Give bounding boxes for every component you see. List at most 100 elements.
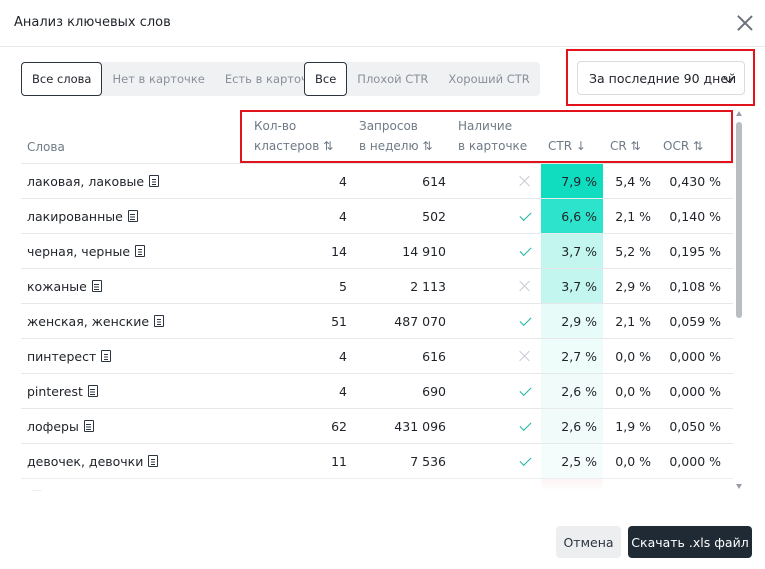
row-in-card — [511, 374, 539, 408]
cancel-button[interactable]: Отмена — [556, 526, 621, 558]
row-word: женская, женские — [27, 304, 165, 338]
scroll-up-icon[interactable] — [736, 111, 742, 116]
row-clusters: 4 — [339, 383, 347, 399]
document-icon[interactable] — [83, 420, 94, 432]
header-queries-line1: Запросов — [359, 119, 418, 133]
filter-ctr-all[interactable]: Все — [304, 62, 348, 96]
dialog-header: Анализ ключевых слов — [0, 0, 765, 47]
header-word[interactable]: Слова — [27, 140, 65, 154]
row-queries: 7 536 — [410, 453, 446, 469]
row-queries: 616 — [422, 348, 446, 364]
row-cr: 2,9 % — [615, 278, 651, 294]
row-cr: 2,1 % — [615, 208, 651, 224]
row-ctr: 6,6 % — [541, 199, 603, 233]
scroll-down-icon[interactable] — [736, 484, 742, 489]
filter-not-in-card[interactable]: Нет в карточке — [112, 72, 205, 86]
row-ocr: 0,000 % — [669, 383, 721, 399]
row-word-text: кожаные — [27, 278, 87, 294]
table-row: кожаные 5 2 113 3,7 % 2,9 % 0,108 % — [21, 269, 733, 304]
row-clusters: 4 — [339, 348, 347, 364]
row-ctr: 3,7 % — [541, 234, 603, 268]
filter-all-words[interactable]: Все слова — [21, 62, 103, 96]
document-icon[interactable] — [148, 455, 159, 467]
document-icon[interactable] — [101, 350, 112, 362]
document-icon[interactable] — [135, 245, 146, 257]
scrollbar-thumb[interactable] — [736, 122, 742, 318]
row-cr: 1,9 % — [615, 418, 651, 434]
row-queries: 502 — [422, 208, 446, 224]
row-in-card — [511, 304, 539, 338]
header-ocr[interactable]: OCR ⇅ — [663, 136, 703, 156]
document-icon[interactable] — [127, 210, 138, 222]
document-icon[interactable] — [87, 385, 98, 397]
columns-highlight — [240, 110, 733, 163]
row-ctr: 2,9 % — [541, 304, 603, 338]
row-queries: 487 070 — [394, 313, 446, 329]
header-cr[interactable]: CR ⇅ — [610, 136, 641, 156]
table-row: женская, женские 51 487 070 2,9 % 2,1 % 0,059… — [21, 304, 733, 339]
table-row: черная, черные 14 14 910 3,7 % 5,2 % 0,195 % — [21, 234, 733, 269]
row-word-text: черная, черные — [27, 243, 131, 259]
table-row: лоферы 62 431 096 2,6 % 1,9 % 0,050 % — [21, 409, 733, 444]
sort-icon: ⇅ — [323, 139, 334, 153]
document-icon[interactable] — [91, 280, 102, 292]
header-clusters-line2: кластеров — [254, 139, 320, 153]
table-row: pinterest 4 690 2,6 % 0,0 % 0,000 % — [21, 374, 733, 409]
table-row: лаковая, лаковые 4 614 7,9 % 5,4 % 0,430 % — [21, 164, 733, 199]
row-ctr: 7,9 % — [541, 164, 603, 198]
row-clusters: 51 — [331, 313, 347, 329]
row-ctr: 2,5 % — [541, 444, 603, 478]
row-word-text: лакированные — [27, 208, 123, 224]
row-queries: 690 — [422, 383, 446, 399]
row-cr: 0,0 % — [615, 453, 651, 469]
dialog-footer: Отмена Скачать .xls файл — [0, 510, 765, 569]
header-card-line2: в карточке — [458, 139, 528, 153]
header-ctr[interactable]: CTR ↓ — [548, 136, 586, 156]
row-ctr: 2,6 % — [541, 374, 603, 408]
header-cr-label: CR — [610, 139, 627, 153]
presence-filter: Все слова Нет в карточке Есть в карточке — [21, 62, 332, 96]
table-body: лаковая, лаковые 4 614 7,9 % 5,4 % 0,430 % лак… — [21, 164, 733, 491]
table-row: пинтерест 4 616 2,7 % 0,0 % 0,000 % — [21, 339, 733, 374]
cross-icon — [519, 175, 531, 187]
header-card-line1: Наличие — [458, 119, 513, 133]
row-clusters: 11 — [331, 453, 347, 469]
header-clusters[interactable]: Кол-во кластеров ⇅ — [254, 116, 333, 156]
ctr-filter: Все Плохой CTR Хороший CTR — [304, 62, 540, 96]
filter-bad-ctr[interactable]: Плохой CTR — [357, 72, 429, 86]
row-ocr: 0,000 % — [669, 348, 721, 364]
row-queries: 14 910 — [402, 243, 446, 259]
check-icon — [518, 453, 532, 466]
row-ctr: 2,7 % — [541, 339, 603, 373]
sort-icon: ⇅ — [693, 139, 704, 153]
dialog-title: Анализ ключевых слов — [14, 15, 171, 30]
check-icon — [518, 418, 532, 431]
row-word: кожаные — [27, 269, 102, 303]
period-select[interactable]: За последние 90 дней — [577, 61, 745, 95]
close-icon[interactable] — [734, 12, 756, 34]
document-icon[interactable] — [149, 175, 160, 187]
table-fade — [21, 478, 733, 492]
header-ocr-label: OCR — [663, 139, 690, 153]
row-in-card — [511, 339, 539, 373]
row-clusters: 14 — [331, 243, 347, 259]
row-word-text: лоферы — [27, 418, 79, 434]
row-queries: 431 096 — [394, 418, 446, 434]
period-highlight — [566, 49, 755, 106]
table-row: девочек, девочки 11 7 536 2,5 % 0,0 % 0,000 % — [21, 444, 733, 479]
row-in-card — [511, 164, 539, 198]
header-queries[interactable]: Запросов в неделю ⇅ — [359, 116, 432, 156]
row-word-text: пинтерест — [27, 348, 97, 364]
row-word-text: лаковая, лаковые — [27, 173, 145, 189]
header-ctr-label: CTR — [548, 139, 573, 153]
row-clusters: 62 — [331, 418, 347, 434]
row-queries: 2 113 — [410, 278, 446, 294]
document-icon[interactable] — [154, 315, 165, 327]
filter-in-card[interactable]: Есть в карточке — [224, 72, 322, 86]
filter-good-ctr[interactable]: Хороший CTR — [448, 72, 530, 86]
row-ocr: 0,000 % — [669, 453, 721, 469]
download-xls-button[interactable]: Скачать .xls файл — [628, 526, 752, 558]
row-ctr: 2,6 % — [541, 409, 603, 443]
check-icon — [518, 208, 532, 221]
row-word: пинтерест — [27, 339, 112, 373]
